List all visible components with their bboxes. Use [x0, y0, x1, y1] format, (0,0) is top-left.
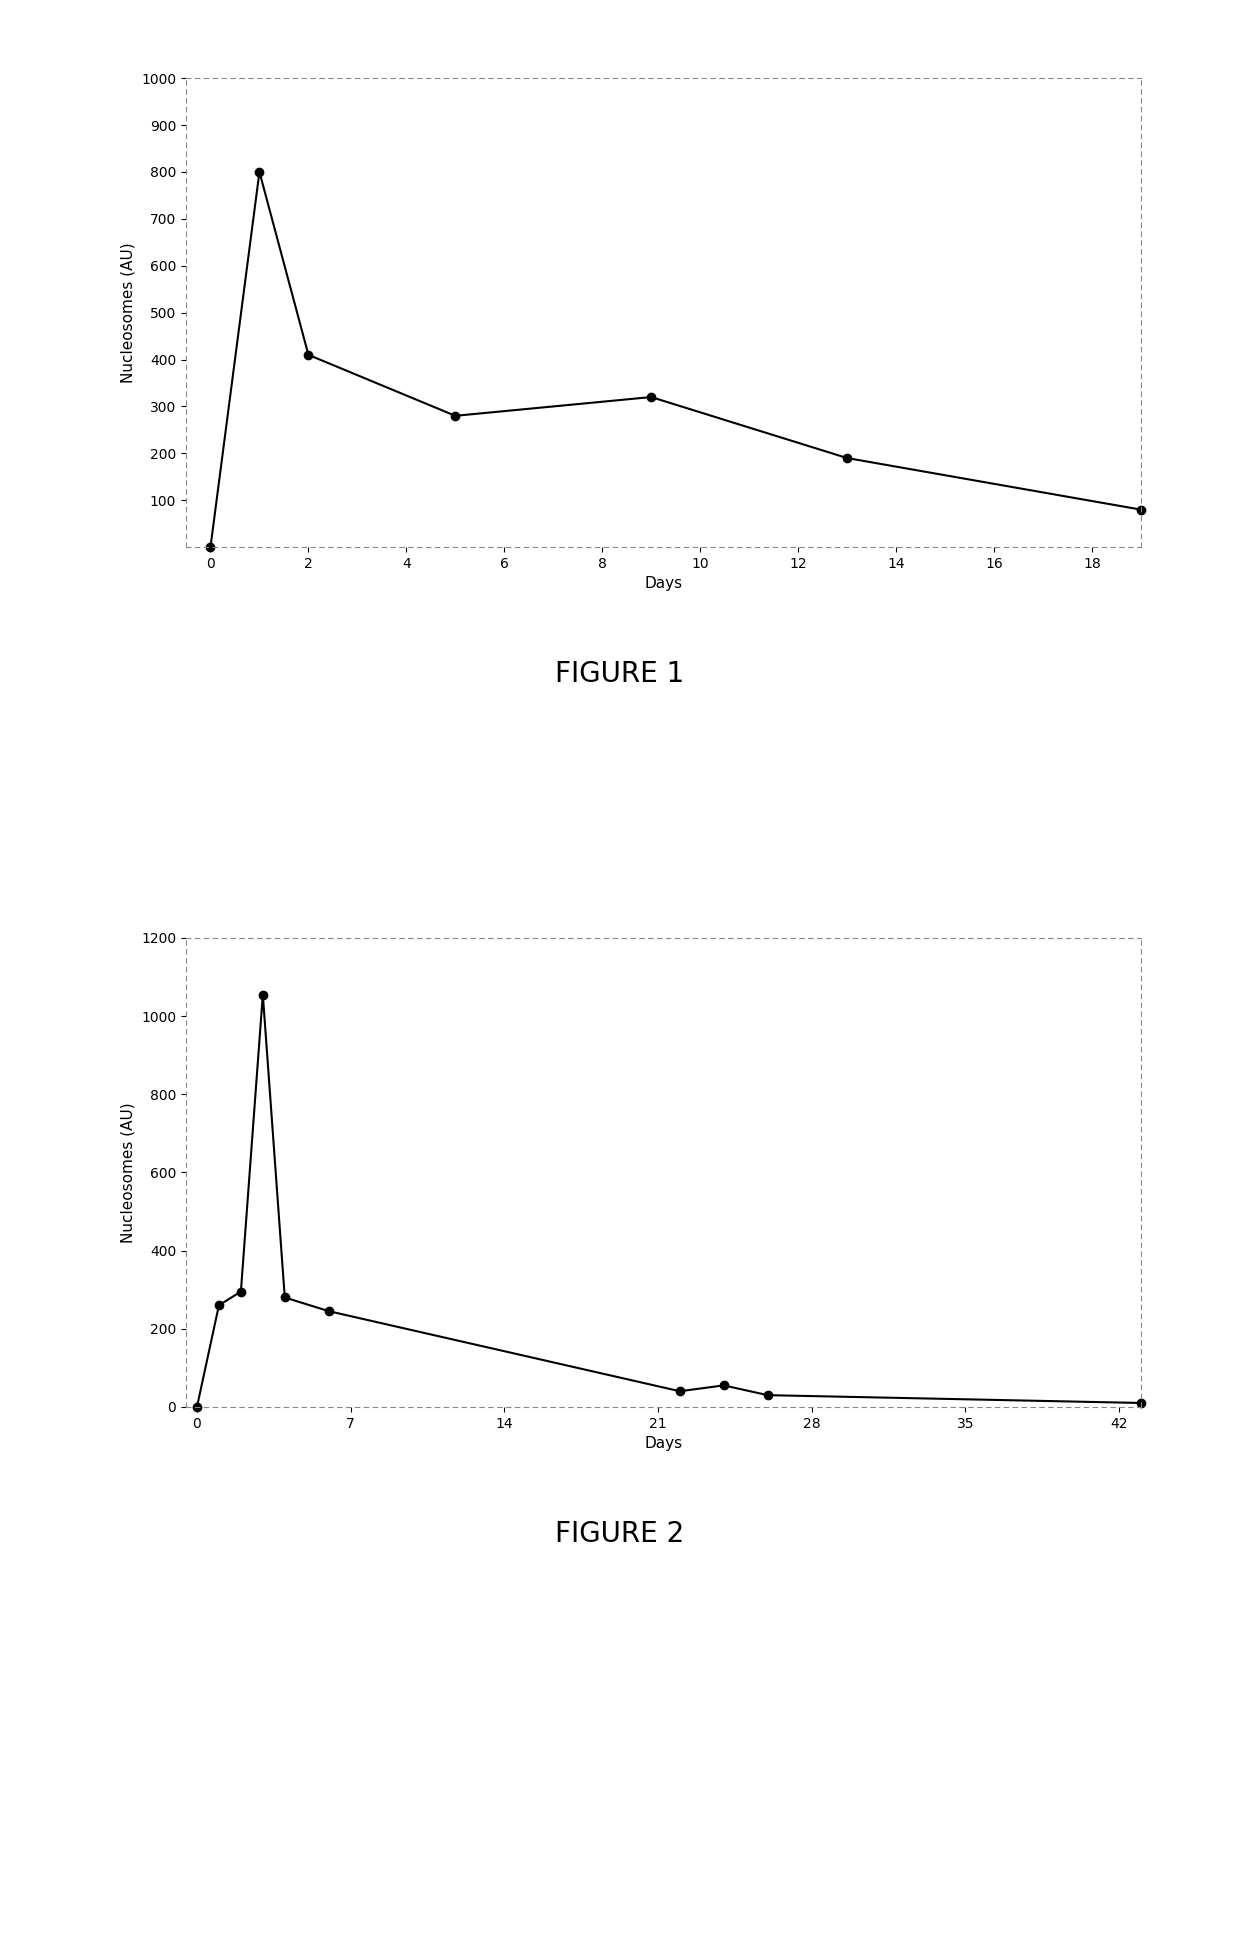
- Y-axis label: Nucleosomes (AU): Nucleosomes (AU): [120, 242, 135, 383]
- X-axis label: Days: Days: [645, 576, 682, 592]
- X-axis label: Days: Days: [645, 1436, 682, 1452]
- Text: FIGURE 1: FIGURE 1: [556, 660, 684, 688]
- Y-axis label: Nucleosomes (AU): Nucleosomes (AU): [120, 1102, 135, 1243]
- Text: FIGURE 2: FIGURE 2: [556, 1520, 684, 1548]
